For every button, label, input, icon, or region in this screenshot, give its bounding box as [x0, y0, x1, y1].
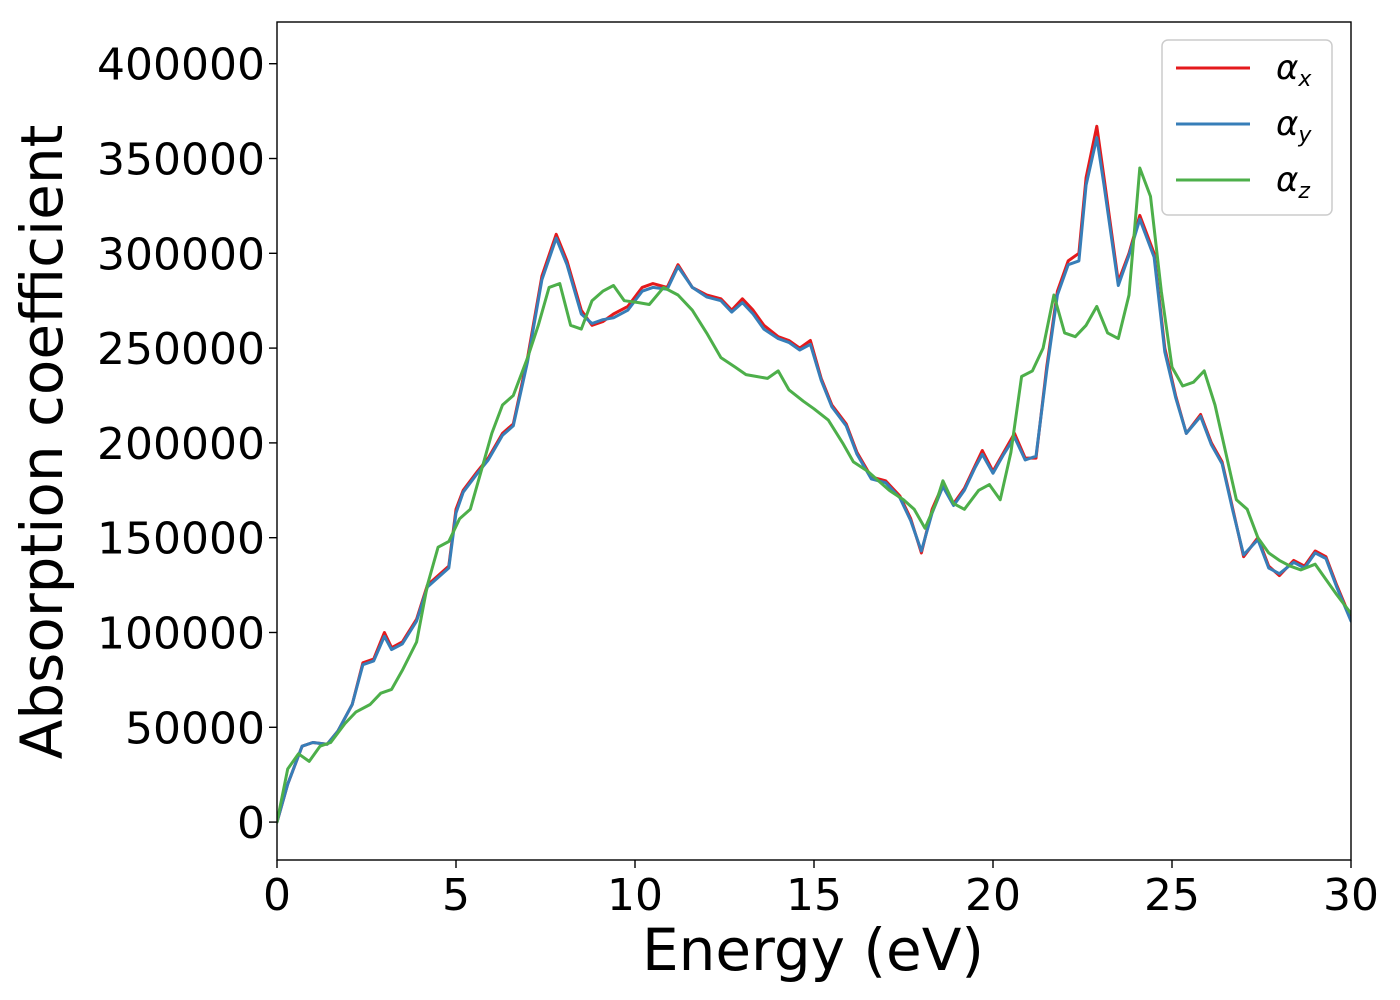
legend-label-z: αz: [1276, 160, 1310, 204]
y-tick-label: 250000: [97, 324, 265, 375]
y-tick-label: 150000: [97, 514, 265, 565]
x-tick-label: 5: [442, 870, 470, 921]
series-line-z: [277, 166, 1351, 824]
y-tick-label: 100000: [97, 608, 265, 659]
y-tick-label: 300000: [97, 229, 265, 280]
y-tick-label: 50000: [125, 703, 265, 754]
series-line-x: [277, 124, 1351, 824]
x-tick-label: 15: [786, 870, 842, 921]
legend-label-y: αy: [1276, 104, 1312, 148]
legend: αx αy αz: [1161, 39, 1333, 216]
x-tick-label: 30: [1323, 870, 1379, 921]
x-tick-label: 25: [1144, 870, 1200, 921]
y-tick-label: 350000: [97, 135, 265, 186]
y-tick-label: 200000: [97, 419, 265, 470]
x-axis-title: Energy (eV): [642, 916, 984, 984]
series-line-y: [277, 136, 1351, 824]
legend-box: [1161, 39, 1333, 216]
axes-layer: 0 5 10 15 20 25 30 0 50000 100000 150000 200000 2500…: [97, 21, 1379, 921]
x-tick-label: 0: [263, 870, 291, 921]
y-tick-label: 400000: [97, 40, 265, 91]
legend-label-x: αx: [1276, 48, 1312, 92]
y-tick-label: 0: [237, 798, 265, 849]
series-layer: [277, 124, 1351, 824]
x-tick-label: 20: [965, 870, 1021, 921]
x-tick-label: 10: [607, 870, 663, 921]
y-axis-title: Absorption coefficient: [8, 125, 76, 760]
